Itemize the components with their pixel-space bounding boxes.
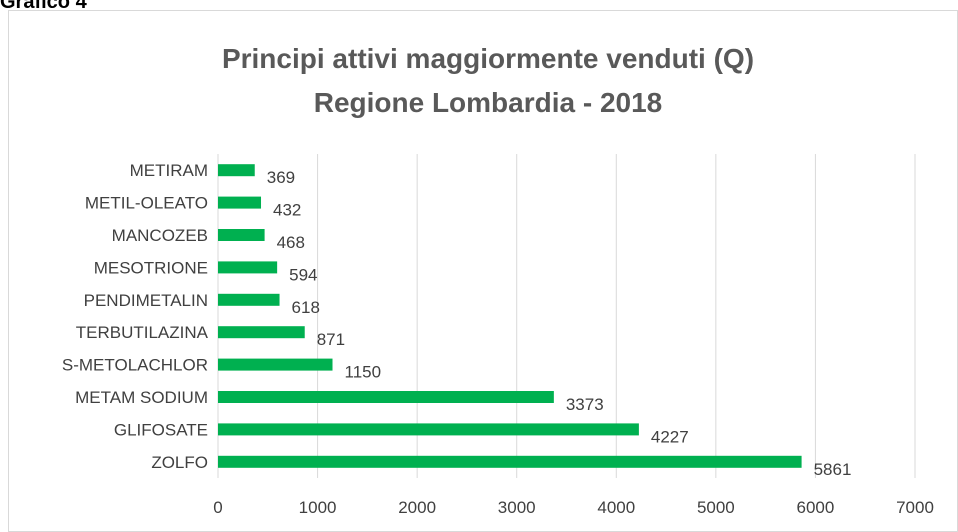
x-tick-label: 6000 [797, 498, 835, 517]
y-tick-label: GLIFOSATE [114, 420, 208, 439]
x-tick-label: 5000 [697, 498, 735, 517]
data-label: 369 [267, 168, 295, 187]
data-label: 594 [289, 265, 317, 284]
x-tick-label: 0 [213, 498, 222, 517]
data-label: 618 [292, 298, 320, 317]
x-tick-label: 3000 [498, 498, 536, 517]
bar [218, 358, 333, 371]
y-tick-label: PENDIMETALIN [84, 291, 208, 310]
data-label: 1150 [345, 363, 382, 382]
data-label: 432 [273, 201, 301, 220]
data-label: 871 [317, 330, 345, 349]
y-tick-label: S-METOLACHLOR [62, 356, 208, 375]
x-tick-label: 4000 [597, 498, 635, 517]
x-tick-label: 1000 [299, 498, 337, 517]
x-tick-label: 7000 [896, 498, 934, 517]
bar [218, 391, 554, 403]
data-label: 3373 [566, 395, 604, 414]
x-tick-label: 2000 [398, 498, 436, 517]
y-tick-label: METAM SODIUM [75, 388, 208, 407]
y-tick-label: METIL-OLEATO [85, 194, 208, 213]
data-label: 4227 [651, 427, 689, 446]
bar [218, 423, 639, 436]
caption: Grafico 4 [0, 0, 88, 13]
y-tick-label: TERBUTILAZINA [76, 323, 209, 342]
bar [218, 229, 265, 241]
y-tick-label: MESOTRIONE [94, 258, 208, 277]
bar [218, 293, 280, 306]
data-label: 5861 [814, 460, 852, 479]
chart-frame [8, 10, 958, 532]
bar [218, 261, 278, 274]
bar [218, 326, 305, 339]
chart-subtitle: Regione Lombardia - 2018 [314, 87, 663, 118]
y-tick-label: ZOLFO [151, 453, 208, 472]
y-tick-label: METIRAM [130, 161, 208, 180]
bar [218, 455, 802, 468]
y-tick-label: MANCOZEB [112, 226, 208, 245]
data-label: 468 [277, 233, 305, 252]
chart-title: Principi attivi maggiormente venduti (Q) [222, 43, 754, 74]
bar [218, 164, 255, 177]
bar [218, 196, 262, 209]
